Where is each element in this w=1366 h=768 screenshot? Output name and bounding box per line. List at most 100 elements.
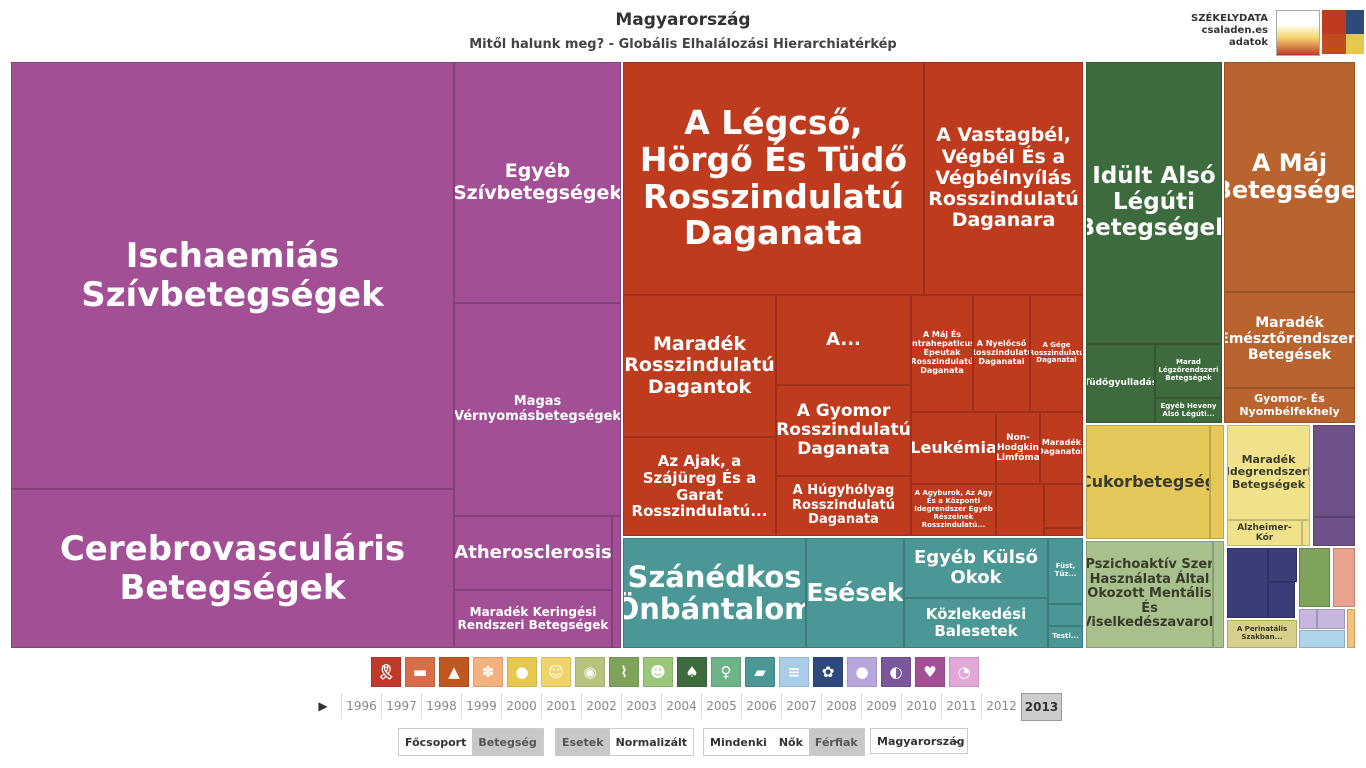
treemap-tile[interactable]: Non-Hodgkin Limfóma [996, 412, 1040, 484]
year-1997[interactable]: 1997 [381, 693, 421, 719]
pregnant-icon[interactable]: ♀ [711, 657, 741, 687]
virus-icon[interactable]: ✿ [813, 657, 843, 687]
treemap-tile[interactable] [1268, 548, 1297, 582]
treemap-tile[interactable]: A Vastagbél, Végbél És a Végbélnyílás Ro… [924, 62, 1083, 295]
treemap-tile[interactable] [1299, 609, 1317, 629]
treemap-tile[interactable] [1333, 548, 1355, 607]
treemap-tile[interactable] [1347, 609, 1355, 648]
year-1998[interactable]: 1998 [421, 693, 461, 719]
year-2002[interactable]: 2002 [581, 693, 621, 719]
treemap-tile[interactable]: Magas Vérnyomásbetegségek [454, 303, 621, 516]
treemap-tile[interactable]: A Agyburok, Az Agy És a Központi Idegren… [911, 484, 996, 536]
country-select[interactable]: Magyarország ⌄ [870, 728, 968, 754]
kidney-icon[interactable]: ◐ [881, 657, 911, 687]
ribbon-icon[interactable]: 🎗 [371, 657, 401, 687]
treemap-tile[interactable]: A Máj Betegségei [1224, 62, 1355, 292]
group-option-focsoport[interactable]: Főcsoport [405, 735, 467, 749]
treemap-tile[interactable]: Egyéb Heveny Alsó Légúti... [1155, 398, 1222, 423]
treemap-tile[interactable]: Füst, Tűz... [1048, 538, 1083, 604]
play-icon[interactable]: ▶ [318, 699, 328, 713]
bone-icon[interactable]: ▬ [405, 657, 435, 687]
year-2013[interactable]: 2013 [1021, 693, 1062, 721]
treemap-tile[interactable] [1302, 520, 1310, 546]
sex-option-mindenki[interactable]: Mindenki [710, 735, 767, 749]
treemap-tile[interactable] [1227, 548, 1268, 618]
year-1996[interactable]: 1996 [341, 693, 381, 719]
treemap-tile[interactable]: Egyéb Külső Okok [904, 538, 1048, 598]
group-option-betegseg[interactable]: Betegség [472, 729, 543, 755]
treemap-tile[interactable]: Ischaemiás Szívbetegségek [11, 62, 454, 489]
treemap-tile[interactable] [1044, 528, 1083, 536]
treemap-tile[interactable]: A Gége Rosszindulatú Daganatai [1030, 295, 1083, 412]
dna-icon[interactable]: ⌇ [609, 657, 639, 687]
treemap-tile[interactable]: Maradék Rosszindulatú Dagantok [623, 295, 776, 437]
treemap-tile[interactable] [1048, 604, 1083, 626]
treemap-tile[interactable]: Az Ajak, a Szájüreg És a Garat Rosszindu… [623, 437, 776, 536]
treemap-tile[interactable]: Alzheimer-Kór [1227, 520, 1302, 546]
treemap-tile[interactable] [1210, 425, 1224, 539]
year-2011[interactable]: 2011 [941, 693, 981, 719]
mode-option-esetek[interactable]: Esetek [556, 729, 610, 755]
year-2000[interactable]: 2000 [501, 693, 541, 719]
food-icon[interactable]: ▲ [439, 657, 469, 687]
treemap-tile[interactable]: Tüdőgyulladás [1086, 344, 1155, 423]
smiley-icon[interactable]: ☻ [643, 657, 673, 687]
treemap-tile[interactable]: Maradék Idegrendszeri Betegségek [1227, 425, 1310, 520]
drop-icon[interactable]: ● [847, 657, 877, 687]
sex-option-ferfiak[interactable]: Férfiak [808, 729, 864, 755]
treemap-tile[interactable] [1268, 582, 1295, 618]
year-1999[interactable]: 1999 [461, 693, 501, 719]
treemap-tile[interactable]: Gyomor- És Nyombélfekhely [1224, 388, 1355, 423]
treemap-tile[interactable]: Esések [806, 538, 904, 648]
treemap-tile[interactable]: Cerebrovasculáris Betegségek [11, 489, 454, 648]
treemap-tile[interactable]: Cukorbetegség [1086, 425, 1210, 539]
treemap-tile[interactable]: Egyéb Szívbetegségek [454, 62, 621, 303]
year-2005[interactable]: 2005 [701, 693, 741, 719]
treemap-tile[interactable]: Maradék Keringési Rendszeri Betegségek [454, 590, 612, 648]
treemap-tile[interactable]: A Légcső, Hörgő És Tüdő Rosszindulatú Da… [623, 62, 924, 295]
year-2004[interactable]: 2004 [661, 693, 701, 719]
year-2003[interactable]: 2003 [621, 693, 661, 719]
treemap-tile[interactable]: A Húgyhólyag Rosszindulatú Daganata [776, 476, 911, 536]
treemap-tile[interactable]: Idült Alsó Légúti Betegségek [1086, 62, 1222, 344]
treemap-tile[interactable] [1213, 541, 1224, 648]
baby-icon[interactable]: ◉ [575, 657, 605, 687]
lightbulb-icon[interactable]: ● [507, 657, 537, 687]
treemap-tile[interactable]: Atherosclerosis [454, 516, 612, 590]
treemap-tile[interactable]: A Nyelőcső Rosszindulatú Daganatai [973, 295, 1030, 412]
head-icon[interactable]: ☺ [541, 657, 571, 687]
lines-icon[interactable]: ≡ [779, 657, 809, 687]
treemap-tile[interactable] [1313, 425, 1355, 517]
year-2012[interactable]: 2012 [981, 693, 1021, 719]
treemap-tile[interactable]: Pszichoaktív Szer Használata Által Okozo… [1086, 541, 1213, 648]
heart-icon[interactable]: ♥ [915, 657, 945, 687]
year-2001[interactable]: 2001 [541, 693, 581, 719]
treemap-tile[interactable]: Maradék Daganatok [1040, 412, 1083, 484]
treemap-tile[interactable]: A Perinatális Szakban... [1227, 620, 1297, 648]
year-2009[interactable]: 2009 [861, 693, 901, 719]
year-2007[interactable]: 2007 [781, 693, 821, 719]
year-2008[interactable]: 2008 [821, 693, 861, 719]
mode-option-normalizalt[interactable]: Normalizált [615, 735, 688, 749]
treemap-tile[interactable] [1299, 548, 1330, 607]
treemap-tile[interactable]: A... [776, 295, 911, 385]
treemap-tile[interactable] [612, 516, 621, 648]
ear-icon[interactable]: ◔ [949, 657, 979, 687]
treemap-tile[interactable]: Testi... [1048, 626, 1083, 648]
year-2006[interactable]: 2006 [741, 693, 781, 719]
treemap-tile[interactable] [1313, 517, 1355, 546]
treemap-tile[interactable] [1299, 630, 1345, 648]
treemap-tile[interactable]: Marad Légzőrendszeri Betegségek [1155, 344, 1222, 398]
brand-logo[interactable]: SZÉKELYDATA csaladen.es adatok [1186, 10, 1364, 56]
treemap-tile[interactable]: Szánédkos Önbántalom [623, 538, 806, 648]
treemap-tile[interactable] [1044, 484, 1083, 528]
treemap-tile[interactable]: A Máj És Intrahepaticus Epeutak Rosszind… [911, 295, 973, 412]
treemap-tile[interactable]: Maradék Emésztőrendszeri Betegések [1224, 292, 1355, 388]
car-icon[interactable]: ▰ [745, 657, 775, 687]
year-2010[interactable]: 2010 [901, 693, 941, 719]
treemap-tile[interactable] [996, 484, 1044, 536]
sex-option-nok[interactable]: Nők [778, 735, 803, 749]
pattern-icon[interactable]: ✽ [473, 657, 503, 687]
treemap-tile[interactable] [1317, 609, 1345, 629]
treemap-tile[interactable]: A Gyomor Rosszindulatú Daganata [776, 385, 911, 476]
